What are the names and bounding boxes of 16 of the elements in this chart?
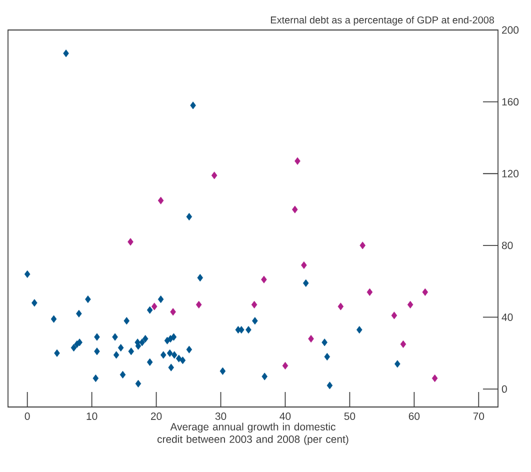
y-tick-label: 200 <box>502 26 519 34</box>
x-tick-label: 30 <box>215 412 226 420</box>
x-tick-label: 50 <box>344 412 356 420</box>
y-tick-label: 40 <box>502 314 513 321</box>
x-tick-label: 20 <box>151 412 162 420</box>
x-tick-label: 70 <box>473 412 484 420</box>
y-tick-label: 0 <box>502 385 507 393</box>
y-axis-title: External debt as a percentage of GDP at end-2008 <box>270 16 494 26</box>
x-tick-label: 60 <box>408 412 420 420</box>
x-axis-title: Average annual growth in domestic credit between 2003 and 2008 (per cent) <box>157 422 348 445</box>
x-tick-label: 0 <box>24 412 30 420</box>
x-tick-label: 40 <box>280 412 291 420</box>
y-tick-label: 160 <box>502 98 519 106</box>
y-tick-label: 80 <box>502 242 513 250</box>
x-tick-label: 10 <box>86 412 98 420</box>
y-tick-label: 120 <box>502 170 519 178</box>
